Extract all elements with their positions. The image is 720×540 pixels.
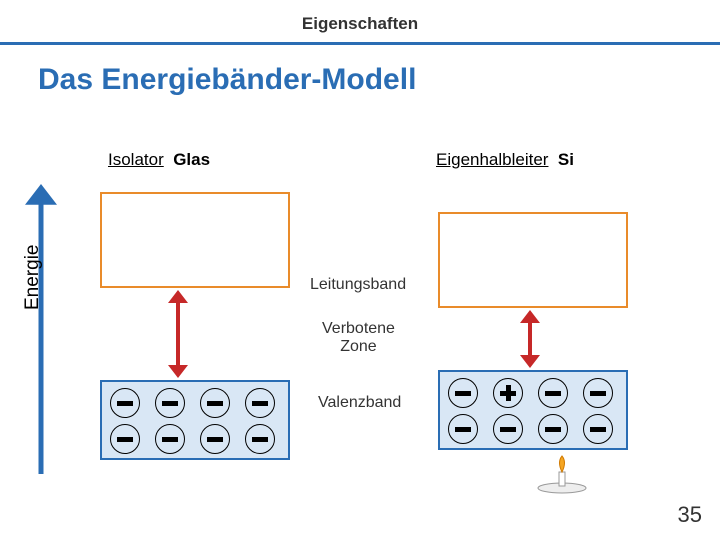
electron-icon: [538, 414, 568, 444]
electron-icon: [448, 414, 478, 444]
electron-icon: [200, 388, 230, 418]
electron-icon: [155, 388, 185, 418]
energy-axis-label: Energie: [22, 245, 44, 311]
candle-icon: [536, 454, 588, 494]
hole-icon: [493, 378, 523, 408]
column-header-semiconductor: Eigenhalbleiter Si: [436, 150, 574, 170]
electron-icon: [583, 414, 613, 444]
conduction-band-isolator: [100, 192, 290, 288]
label-valenzband: Valenzband: [318, 394, 401, 412]
bandgap-arrow-semiconductor-icon: [517, 310, 543, 368]
column-header-isolator: Isolator Glas: [108, 150, 210, 170]
page-number: 35: [678, 502, 702, 528]
label-verbotene-zone: VerboteneZone: [322, 320, 395, 356]
electron-icon: [583, 378, 613, 408]
electron-icon: [448, 378, 478, 408]
conduction-band-semiconductor: [438, 212, 628, 308]
label-leitungsband: Leitungsband: [310, 276, 406, 294]
electron-icon: [155, 424, 185, 454]
electron-icon: [493, 414, 523, 444]
electron-icon: [110, 388, 140, 418]
section-title: Eigenschaften: [0, 0, 720, 34]
electron-icon: [245, 388, 275, 418]
energy-axis-arrow-icon: [23, 184, 59, 474]
column-header-semiconductor-label: Eigenhalbleiter: [436, 150, 548, 169]
bandgap-arrow-isolator-icon: [165, 290, 191, 378]
column-header-isolator-material: Glas: [173, 150, 210, 169]
column-header-semiconductor-material: Si: [558, 150, 574, 169]
electron-icon: [538, 378, 568, 408]
electron-icon: [110, 424, 140, 454]
column-header-isolator-label: Isolator: [108, 150, 164, 169]
electron-icon: [245, 424, 275, 454]
electron-icon: [200, 424, 230, 454]
main-title: Das Energiebänder-Modell: [0, 45, 720, 97]
